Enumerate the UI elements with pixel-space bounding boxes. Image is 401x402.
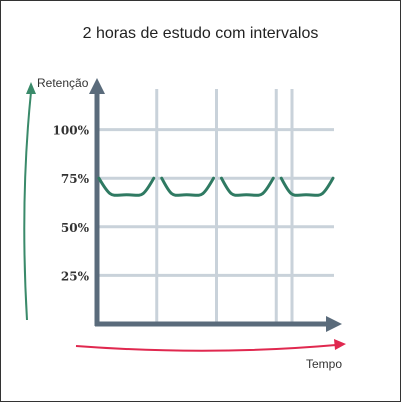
chart-title: 2 horas de estudo com intervalos (82, 25, 319, 42)
series-segment (279, 176, 335, 197)
x-axis-label: Tempo (306, 357, 342, 371)
y-tick-label: 75% (61, 172, 90, 186)
y-axis-arrowhead (89, 78, 105, 94)
series-segment (97, 176, 156, 197)
y-tick-label: 25% (61, 269, 90, 283)
time-arrowhead (334, 339, 346, 350)
series-segment (220, 176, 275, 197)
axes (89, 78, 342, 332)
y-tick-label: 100% (53, 124, 90, 138)
x-axis-arrowhead (326, 316, 342, 332)
series-segment (160, 176, 215, 197)
grid (97, 89, 334, 324)
y-axis-label: Retenção (37, 76, 89, 90)
retention-arrow (23, 91, 32, 321)
series (97, 176, 335, 197)
y-tick-labels: 100% 75% 50% 25% (53, 124, 90, 284)
y-tick-label: 50% (61, 221, 90, 235)
time-arrow (75, 344, 337, 352)
retention-arrowhead (26, 82, 36, 94)
